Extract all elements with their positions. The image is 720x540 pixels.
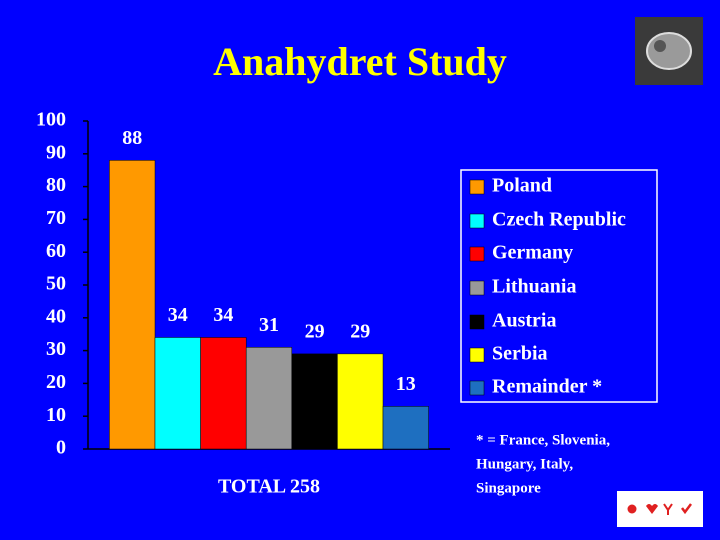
legend-swatch xyxy=(469,213,485,229)
bar xyxy=(109,160,156,450)
bar xyxy=(200,337,247,450)
logo-icon xyxy=(681,503,692,515)
y-tick-label: 60 xyxy=(46,240,66,262)
x-tick-label: TOTAL 258 xyxy=(218,476,320,498)
value-label: 13 xyxy=(396,373,416,395)
y-tick-label: 90 xyxy=(46,141,66,163)
legend-swatch xyxy=(469,179,485,195)
bar xyxy=(154,337,201,450)
legend-label: Germany xyxy=(492,242,573,264)
value-label: 31 xyxy=(259,314,279,336)
y-tick-label: 30 xyxy=(46,338,66,360)
bar xyxy=(337,353,384,450)
image-shape xyxy=(646,32,692,70)
legend-label: Austria xyxy=(492,310,556,332)
chart-title: Anahydret Study xyxy=(213,39,507,84)
value-label: 29 xyxy=(350,320,370,342)
legend-label: Poland xyxy=(492,175,552,197)
footnote: * = France, Slovenia, xyxy=(476,432,610,448)
legend-swatch xyxy=(469,347,485,363)
value-label: 88 xyxy=(122,127,142,149)
logo-icon xyxy=(663,503,673,515)
logo xyxy=(617,491,703,527)
legend-label: Czech Republic xyxy=(492,209,626,231)
footnote: Singapore xyxy=(476,480,541,496)
bar xyxy=(291,353,338,450)
value-label: 34 xyxy=(168,304,188,326)
bar xyxy=(382,406,429,450)
image-shape xyxy=(654,40,666,52)
legend-swatch xyxy=(469,380,485,396)
legend-swatch xyxy=(469,280,485,296)
value-label: 34 xyxy=(213,304,233,326)
legend-swatch xyxy=(469,314,485,330)
y-tick-label: 80 xyxy=(46,174,66,196)
legend-label: Lithuania xyxy=(492,276,576,298)
y-tick-label: 70 xyxy=(46,207,66,229)
y-tick-label: 40 xyxy=(46,305,66,327)
value-label: 29 xyxy=(305,320,325,342)
legend-label: Serbia xyxy=(492,343,548,365)
y-tick-label: 100 xyxy=(36,109,66,131)
y-tick-label: 20 xyxy=(46,371,66,393)
micrograph xyxy=(635,17,703,85)
legend-swatch xyxy=(469,246,485,262)
y-tick-label: 0 xyxy=(56,437,66,459)
logo-icon xyxy=(627,504,637,514)
logo-icon xyxy=(646,504,658,514)
bar xyxy=(245,347,293,450)
legend-label: Remainder * xyxy=(492,376,602,398)
legend-box xyxy=(460,169,658,403)
footnote: Hungary, Italy, xyxy=(476,456,573,472)
y-tick-label: 10 xyxy=(46,404,66,426)
y-tick-label: 50 xyxy=(46,273,66,295)
